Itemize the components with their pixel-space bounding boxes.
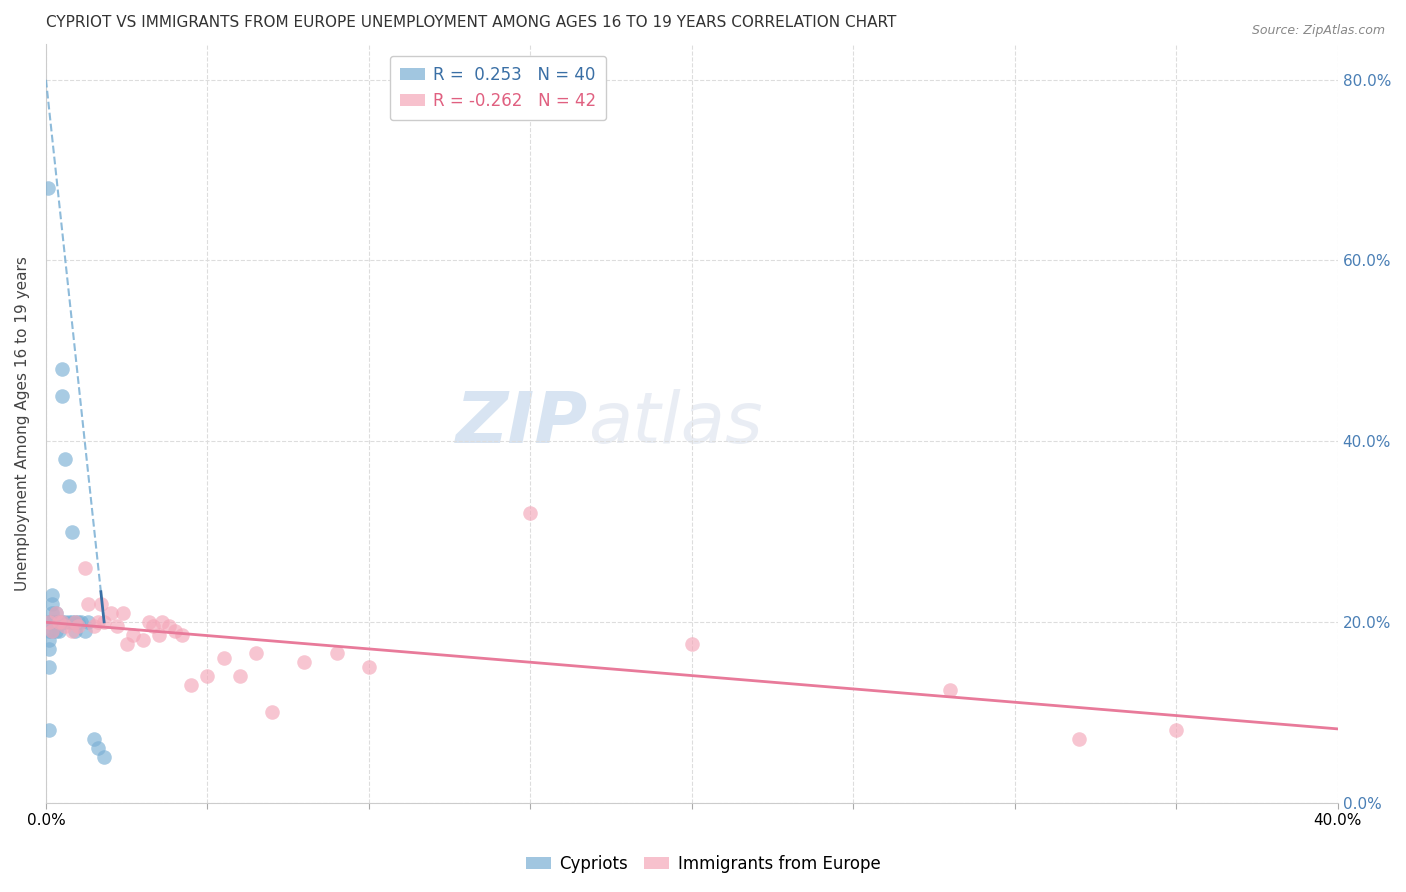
Point (260, 705, 283, 719)
Point (67, 615, 90, 629)
Point (141, 619, 163, 633)
Point (63, 615, 86, 629)
Point (519, 507, 541, 521)
Point (1166, 723, 1188, 738)
Point (41, 624, 63, 638)
Legend: Cypriots, Immigrants from Europe: Cypriots, Immigrants from Europe (519, 848, 887, 880)
Point (292, 656, 315, 670)
Point (39, 615, 62, 629)
Point (63, 615, 86, 629)
Point (83, 732, 105, 747)
Point (45, 624, 67, 638)
Point (1069, 732, 1091, 747)
Point (38, 615, 60, 629)
Point (45, 615, 67, 629)
Point (157, 619, 180, 633)
Point (93, 615, 115, 629)
Point (939, 682, 962, 697)
Text: CYPRIOT VS IMMIGRANTS FROM EUROPE UNEMPLOYMENT AMONG AGES 16 TO 19 YEARS CORRELA: CYPRIOT VS IMMIGRANTS FROM EUROPE UNEMPL… (46, 15, 897, 30)
Point (48, 615, 70, 629)
Point (51, 389, 73, 403)
Point (197, 669, 219, 683)
Point (86, 741, 108, 756)
Point (48, 624, 70, 638)
Point (60, 615, 83, 629)
Text: atlas: atlas (589, 389, 763, 458)
Point (122, 628, 145, 642)
Text: Source: ZipAtlas.com: Source: ZipAtlas.com (1251, 24, 1385, 37)
Text: ZIP: ZIP (456, 389, 589, 458)
Point (51, 362, 73, 376)
Legend: R =  0.253   N = 40, R = -0.262   N = 42: R = 0.253 N = 40, R = -0.262 N = 42 (389, 56, 606, 120)
Point (38, 723, 60, 738)
Point (681, 637, 703, 651)
Point (60, 524, 83, 539)
Point (45, 615, 67, 629)
Point (48, 615, 70, 629)
Point (90, 597, 112, 611)
Point (41, 615, 63, 629)
Point (60, 624, 83, 638)
Y-axis label: Unemployment Among Ages 16 to 19 years: Unemployment Among Ages 16 to 19 years (15, 256, 30, 591)
Point (148, 628, 170, 642)
Point (93, 750, 115, 764)
Point (53, 619, 76, 633)
Point (53, 452, 76, 467)
Point (115, 637, 138, 651)
Point (77, 597, 100, 611)
Point (112, 606, 135, 620)
Point (180, 678, 202, 692)
Point (45, 606, 67, 620)
Point (165, 624, 187, 638)
Point (41, 597, 63, 611)
Point (63, 624, 86, 638)
Point (150, 615, 173, 629)
Point (73, 624, 96, 638)
Point (58, 479, 80, 493)
Point (48, 615, 70, 629)
Point (138, 615, 160, 629)
Point (58, 615, 80, 629)
Point (38, 660, 60, 674)
Point (38, 624, 60, 638)
Point (105, 619, 128, 633)
Point (38, 615, 60, 629)
Point (51, 615, 73, 629)
Point (228, 669, 250, 683)
Point (45, 606, 67, 620)
Point (38, 642, 60, 657)
Point (67, 619, 90, 633)
Point (132, 632, 155, 647)
Point (38, 615, 60, 629)
Point (38, 615, 60, 629)
Point (41, 606, 63, 620)
Point (51, 615, 73, 629)
Point (38, 632, 60, 647)
Point (325, 647, 347, 661)
Point (37, 181, 59, 195)
Point (86, 615, 108, 629)
Point (357, 660, 380, 674)
Point (41, 588, 63, 602)
Point (212, 651, 235, 665)
Point (245, 647, 267, 661)
Point (53, 615, 76, 629)
Point (41, 624, 63, 638)
Point (73, 560, 96, 574)
Point (100, 606, 122, 620)
Point (70, 615, 93, 629)
Point (170, 628, 193, 642)
Point (83, 619, 105, 633)
Point (77, 615, 100, 629)
